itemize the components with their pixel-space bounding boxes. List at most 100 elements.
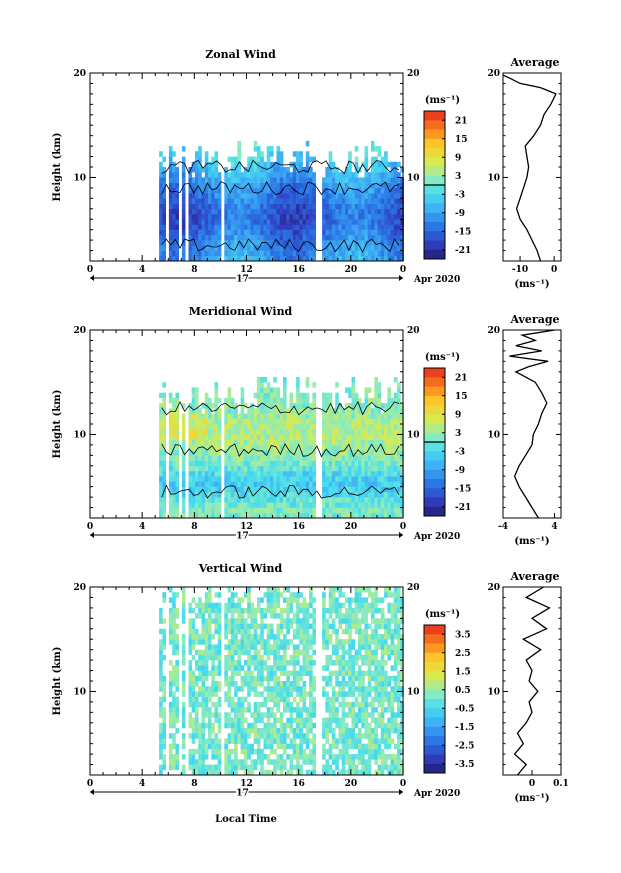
heatmap-cell [175,607,179,614]
heatmap-cell [230,597,235,603]
heatmap-cell [325,429,329,435]
heatmap-cell [260,172,264,178]
heatmap-cell [345,413,349,420]
heatmap-cell [237,214,241,220]
heatmap-cell [270,675,274,682]
heatmap-cell [181,644,186,650]
heatmap-cell [309,592,313,598]
heatmap-cell [247,754,251,760]
heatmap-cell [384,465,388,472]
heatmap-cell [377,397,382,404]
heatmap-cell [224,602,228,609]
heatmap-cell [250,167,254,173]
heatmap-cell [198,748,202,755]
heatmap-cell [380,193,385,199]
heatmap-cell [227,754,232,760]
heatmap-cell [328,623,333,630]
heatmap-cell [276,177,281,183]
heatmap-cell [374,161,378,168]
heatmap-cell [286,597,290,603]
heatmap-cell [195,639,199,645]
heatmap-cell [168,255,173,262]
heatmap-cell [227,240,232,246]
heatmap-cell [292,465,297,472]
heatmap-cell [198,424,202,430]
heatmap-cell [279,660,284,666]
heatmap-cell [260,665,264,671]
heatmap-cell [380,234,385,241]
heatmap-cell [181,434,186,440]
heatmap-cell [390,245,395,251]
heatmap-cell [302,639,307,645]
heatmap-cell [260,712,264,718]
heatmap-cell [331,450,336,456]
heatmap-cell [279,177,284,183]
heatmap-cell [384,491,388,498]
heatmap-cell [208,240,212,246]
zero-contour-line [161,180,400,196]
heatmap-cell [358,450,362,456]
heatmap-cell [191,623,196,630]
heatmap-cell [208,203,212,210]
heatmap-cell [273,701,277,708]
heatmap-cell [331,707,336,713]
heatmap-cell [217,507,222,514]
heatmap-cell [168,681,173,687]
heatmap-cell [328,187,333,194]
heatmap-cell [208,587,212,593]
heatmap-cell [230,696,235,703]
heatmap-cell [175,644,179,650]
heatmap-cell [237,450,241,456]
heatmap-cell [211,429,215,435]
heatmap-cell [367,177,372,183]
heatmap-cell [286,177,290,183]
heatmap-cell [348,156,352,163]
heatmap-cell [335,444,339,451]
heatmap-cell [159,403,163,409]
heatmap-cell [367,491,372,498]
heatmap-cell [358,465,362,472]
heatmap-cell [247,701,251,708]
heatmap-cell [328,471,333,477]
colorbar-swatch [424,129,445,140]
heatmap-cell [377,151,382,157]
heatmap-cell [191,408,196,414]
heatmap-cell [367,644,372,650]
heatmap-cell [181,592,186,598]
heatmap-cell [328,397,333,404]
heatmap-cell [191,497,196,503]
heatmap-cell [230,665,235,671]
heatmap-cell [380,187,385,194]
heatmap-cell [292,203,297,210]
heatmap-cell [266,439,271,446]
heatmap-cell [217,743,222,750]
heatmap-cell [364,397,369,404]
heatmap-cell [361,193,365,199]
heatmap-cell [247,172,251,178]
heatmap-cell [214,156,219,163]
heatmap-cell [234,403,238,409]
heatmap-cell [279,156,284,163]
heatmap-cell [377,481,382,487]
heatmap-cell [214,250,219,257]
heatmap-cell [393,424,398,430]
heatmap-cell [273,418,277,425]
heatmap-cell [217,681,222,687]
heatmap-cell [296,634,300,640]
heatmap-cell [201,455,206,461]
heatmap-cell [361,486,365,493]
heatmap-cell [348,764,352,771]
heatmap-cell [292,592,297,598]
heatmap-cell [204,597,209,603]
heatmap-cell [312,219,316,225]
heatmap-cell [364,465,369,472]
heatmap-cell [338,234,342,241]
heatmap-cell [201,182,206,189]
heatmap-cell [296,219,300,225]
heatmap-cell [204,167,209,173]
heatmap-cell [338,701,342,708]
heatmap-cell [302,717,307,724]
heatmap-cell [198,665,202,671]
heatmap-cell [335,613,339,619]
heatmap-cell [345,219,349,225]
